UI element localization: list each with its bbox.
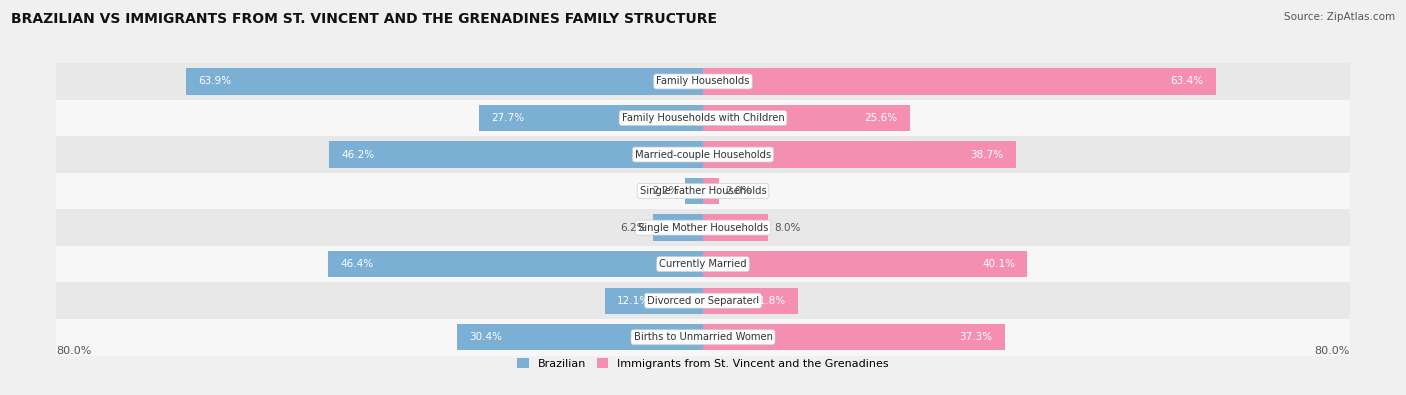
Legend: Brazilian, Immigrants from St. Vincent and the Grenadines: Brazilian, Immigrants from St. Vincent a… <box>513 354 893 373</box>
Text: Births to Unmarried Women: Births to Unmarried Women <box>634 332 772 342</box>
Bar <box>703 251 1028 277</box>
Bar <box>328 251 703 277</box>
Bar <box>479 105 703 131</box>
Text: 80.0%: 80.0% <box>56 346 91 356</box>
Bar <box>703 68 1216 95</box>
Text: Divorced or Separated: Divorced or Separated <box>647 296 759 306</box>
Bar <box>56 136 1350 173</box>
Bar <box>187 68 703 95</box>
Text: 46.2%: 46.2% <box>342 150 375 160</box>
Text: Source: ZipAtlas.com: Source: ZipAtlas.com <box>1284 12 1395 22</box>
Bar <box>703 178 720 204</box>
Bar <box>56 173 1350 209</box>
Text: Married-couple Households: Married-couple Households <box>636 150 770 160</box>
Bar <box>605 288 703 314</box>
Text: 2.0%: 2.0% <box>725 186 752 196</box>
Bar <box>457 324 703 350</box>
Text: 63.9%: 63.9% <box>198 77 232 87</box>
Bar <box>652 214 703 241</box>
Bar <box>56 282 1350 319</box>
Text: Single Mother Households: Single Mother Households <box>638 223 768 233</box>
Text: 27.7%: 27.7% <box>491 113 524 123</box>
Bar <box>703 141 1017 168</box>
Text: 2.2%: 2.2% <box>652 186 679 196</box>
Text: 11.8%: 11.8% <box>754 296 786 306</box>
Text: 8.0%: 8.0% <box>775 223 800 233</box>
Text: Currently Married: Currently Married <box>659 259 747 269</box>
Text: 25.6%: 25.6% <box>865 113 898 123</box>
Text: 80.0%: 80.0% <box>1315 346 1350 356</box>
Bar <box>703 288 799 314</box>
Text: Single Father Households: Single Father Households <box>640 186 766 196</box>
Bar <box>56 246 1350 282</box>
Text: Family Households with Children: Family Households with Children <box>621 113 785 123</box>
Text: 46.4%: 46.4% <box>340 259 373 269</box>
Bar <box>56 319 1350 356</box>
Text: 63.4%: 63.4% <box>1170 77 1204 87</box>
Bar <box>56 100 1350 136</box>
Bar <box>56 209 1350 246</box>
Bar <box>703 214 768 241</box>
Text: BRAZILIAN VS IMMIGRANTS FROM ST. VINCENT AND THE GRENADINES FAMILY STRUCTURE: BRAZILIAN VS IMMIGRANTS FROM ST. VINCENT… <box>11 12 717 26</box>
Bar <box>685 178 703 204</box>
Text: 30.4%: 30.4% <box>470 332 502 342</box>
Bar <box>703 105 910 131</box>
Bar <box>56 63 1350 100</box>
Text: 12.1%: 12.1% <box>617 296 651 306</box>
Text: 38.7%: 38.7% <box>970 150 1004 160</box>
Text: 37.3%: 37.3% <box>959 332 993 342</box>
Bar <box>703 324 1004 350</box>
Text: 6.2%: 6.2% <box>620 223 647 233</box>
Text: Family Households: Family Households <box>657 77 749 87</box>
Bar <box>329 141 703 168</box>
Text: 40.1%: 40.1% <box>981 259 1015 269</box>
